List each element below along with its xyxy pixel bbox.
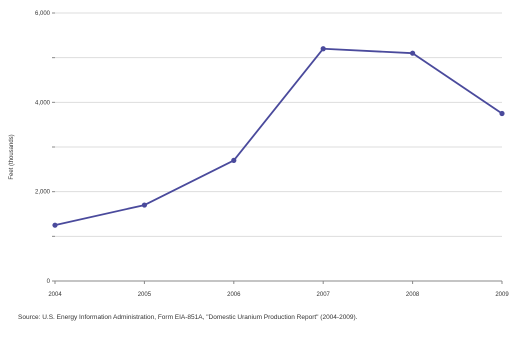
y-tick-label: 0 <box>47 279 51 285</box>
data-point <box>231 157 237 163</box>
x-tick-label: 2009 <box>495 292 509 298</box>
source-note: Source: U.S. Energy Information Administ… <box>18 314 358 321</box>
y-tick-label: 6,000 <box>35 11 51 17</box>
x-tick-label: 2004 <box>48 292 62 298</box>
axes: 0 2,000 4,000 6,000 2004 2005 2006 2007 2008 2009 <box>35 11 509 298</box>
data-point <box>410 50 416 56</box>
data-point <box>320 46 326 52</box>
series <box>52 46 505 228</box>
data-point <box>499 110 505 117</box>
x-tick-label: 2007 <box>317 292 331 298</box>
y-axis-title: Feet (thousands) <box>9 134 15 179</box>
data-point <box>141 202 147 208</box>
x-tick-label: 2006 <box>227 292 241 298</box>
x-tick-label: 2005 <box>138 292 152 298</box>
x-tick-label: 2008 <box>406 292 420 298</box>
data-point <box>52 222 58 228</box>
gridlines <box>55 12 502 237</box>
series-line <box>54 47 503 227</box>
y-tick-label: 2,000 <box>35 190 51 196</box>
y-tick-label: 4,000 <box>35 100 51 106</box>
